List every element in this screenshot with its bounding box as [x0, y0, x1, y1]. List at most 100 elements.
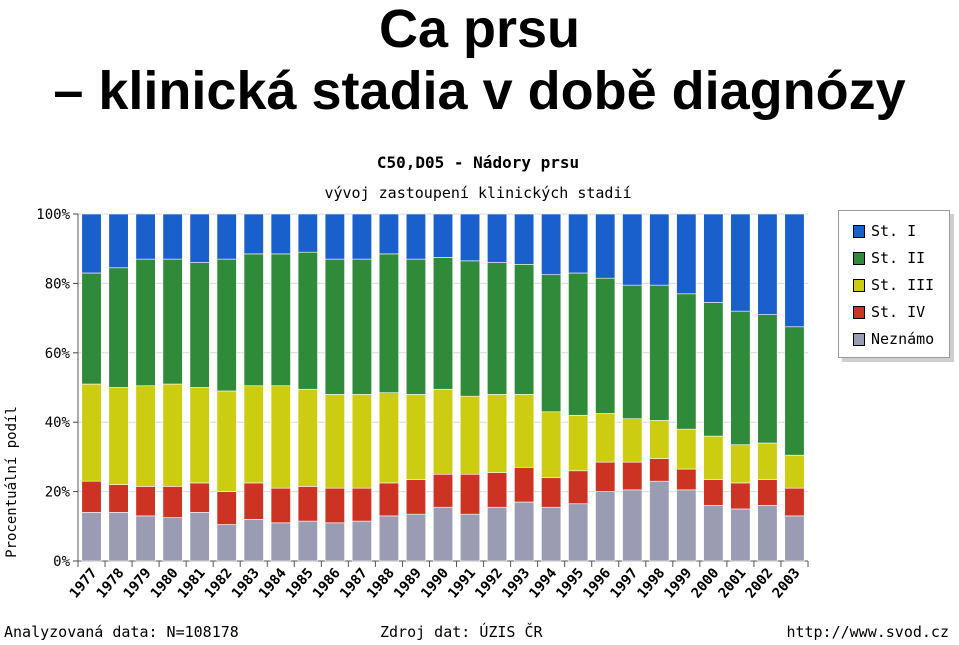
y-tick-label: 20%: [45, 485, 71, 501]
x-tick-label: 1988: [364, 565, 398, 601]
chart-subtitle: vývoj zastoupení klinických stadií: [324, 184, 631, 202]
bar-segment-st-i-1980: [162, 213, 183, 260]
bar-segment-st-iv-2001: [730, 482, 751, 510]
bar-segment-st-iii-1985: [297, 388, 318, 487]
bar-segment-st-ii-1987: [351, 258, 372, 395]
bar-segment-nezn-mo-1977: [81, 512, 102, 562]
bar-segment-st-i-1996: [595, 213, 616, 279]
legend-swatch: [853, 305, 865, 319]
bar-segment-st-iv-1983: [243, 482, 264, 520]
bar-segment-nezn-mo-1992: [487, 506, 508, 562]
x-tick-label: 1980: [148, 565, 182, 601]
chart-title: C50,D05 - Nádory prsu: [377, 153, 579, 172]
bar-segment-nezn-mo-1993: [514, 501, 535, 562]
bar-segment-st-iii-1978: [108, 387, 129, 485]
bar-segment-st-iv-1980: [162, 486, 183, 518]
bar-segment-st-ii-1982: [216, 258, 237, 392]
bar-segment-st-i-1985: [297, 213, 318, 253]
x-tick-label: 1999: [661, 565, 695, 601]
legend-label: St. I: [871, 222, 917, 240]
x-tick-label: 1990: [418, 565, 452, 601]
bar-segment-nezn-mo-1997: [622, 489, 643, 562]
footer-url: http://www.svod.cz: [786, 623, 949, 641]
x-tick-label: 1978: [94, 565, 128, 601]
y-tick-label: 0%: [53, 554, 70, 570]
bar-segment-nezn-mo-1979: [135, 515, 156, 562]
bar-segment-st-iv-1990: [432, 473, 454, 508]
bar-segment-nezn-mo-1983: [243, 519, 264, 562]
bar-segment-st-i-2000: [703, 213, 724, 303]
x-tick-label: 1994: [526, 565, 560, 601]
bar-segment-st-iv-1977: [81, 480, 102, 513]
bar-segment-st-ii-1986: [324, 258, 345, 395]
chart-legend: St. I St. II St. III St. IV Neznámo: [838, 210, 950, 358]
bar-segment-nezn-mo-1978: [108, 512, 129, 562]
legend-label: St. IV: [871, 303, 926, 321]
bar-segment-st-iii-1988: [378, 392, 399, 484]
bar-segment-st-iv-1999: [676, 468, 697, 491]
bar-segment-nezn-mo-2000: [703, 505, 724, 562]
bar-segment-st-iii-1980: [162, 383, 183, 487]
bar-segment-st-ii-2001: [730, 310, 751, 446]
bar-segment-st-i-1997: [622, 213, 643, 286]
x-tick-label: 1997: [607, 565, 641, 601]
bar-segment-st-ii-1992: [487, 262, 508, 395]
slide-title-line-1: Ca prsu: [378, 0, 581, 59]
y-tick-label: 100%: [36, 207, 70, 223]
x-tick-label: 2003: [770, 565, 804, 601]
bar-segment-st-ii-1981: [189, 262, 210, 388]
bar-segment-st-i-2003: [784, 213, 805, 328]
bar-segment-nezn-mo-1995: [568, 503, 589, 562]
bar-segment-st-iv-1986: [324, 487, 345, 524]
legend-label: St. III: [871, 276, 935, 294]
bar-segment-st-iv-1996: [595, 461, 616, 492]
bar-segment-st-iv-1997: [622, 461, 643, 491]
bar-segment-st-iii-1981: [189, 387, 210, 484]
bar-segment-nezn-mo-1984: [270, 522, 291, 562]
bar-segment-st-ii-1991: [460, 260, 481, 397]
bar-segment-nezn-mo-1989: [405, 513, 426, 562]
y-tick-label: 60%: [45, 346, 71, 362]
bar-segment-st-i-1986: [324, 213, 345, 260]
bar-segment-nezn-mo-1985: [297, 520, 318, 562]
bar-segment-st-i-1989: [405, 213, 426, 260]
bar-segment-st-ii-2003: [784, 326, 805, 456]
bar-segment-st-iv-1998: [649, 458, 670, 482]
bar-segment-nezn-mo-1996: [595, 491, 616, 562]
bar-segment-st-iv-1987: [351, 487, 372, 522]
y-tick-label: 40%: [45, 415, 71, 431]
bar-segment-st-ii-1985: [297, 251, 318, 390]
legend-swatch: [853, 278, 865, 292]
bar-segment-st-iii-2002: [757, 442, 778, 480]
bar-segment-nezn-mo-1994: [541, 506, 562, 562]
bar-segment-st-iv-1979: [135, 486, 156, 517]
bar-segment-st-iii-1995: [568, 414, 589, 472]
bar-segment-st-iii-1979: [135, 385, 156, 487]
bar-segment-nezn-mo-1986: [324, 522, 345, 562]
bar-segment-st-iii-1990: [432, 388, 454, 475]
bar-segment-nezn-mo-1981: [189, 512, 210, 562]
bar-segment-st-i-1977: [81, 213, 102, 274]
bar-segment-st-i-1987: [351, 213, 372, 260]
legend-item: St. III: [853, 275, 934, 295]
bar-segment-st-i-1998: [649, 213, 670, 286]
legend-label: St. II: [871, 249, 926, 267]
bar-segment-st-i-2002: [757, 213, 778, 315]
bar-segment-st-iv-1989: [405, 479, 426, 515]
bar-segment-st-iii-1983: [243, 385, 264, 484]
x-tick-label: 1998: [634, 565, 668, 601]
bar-segment-st-iii-1987: [351, 394, 372, 489]
y-tick-label: 80%: [45, 276, 71, 292]
bar-segment-st-iv-1982: [216, 491, 237, 525]
x-tick-label: 1992: [472, 565, 506, 601]
y-axis-label: Procentuální podíl: [4, 406, 20, 558]
bar-segment-st-ii-1977: [81, 272, 102, 385]
x-tick-label: 1995: [553, 565, 587, 601]
bar-segment-st-iii-1997: [622, 418, 643, 463]
bar-segment-nezn-mo-1980: [162, 517, 183, 562]
bar-segment-st-ii-1999: [676, 293, 697, 430]
bar-segment-nezn-mo-1991: [460, 513, 481, 562]
bar-segment-st-iv-1991: [460, 473, 481, 515]
bar-segment-st-ii-1995: [568, 272, 589, 416]
bar-segment-st-i-1988: [378, 213, 399, 255]
